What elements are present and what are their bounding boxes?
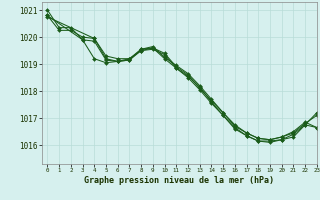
X-axis label: Graphe pression niveau de la mer (hPa): Graphe pression niveau de la mer (hPa)	[84, 176, 274, 185]
